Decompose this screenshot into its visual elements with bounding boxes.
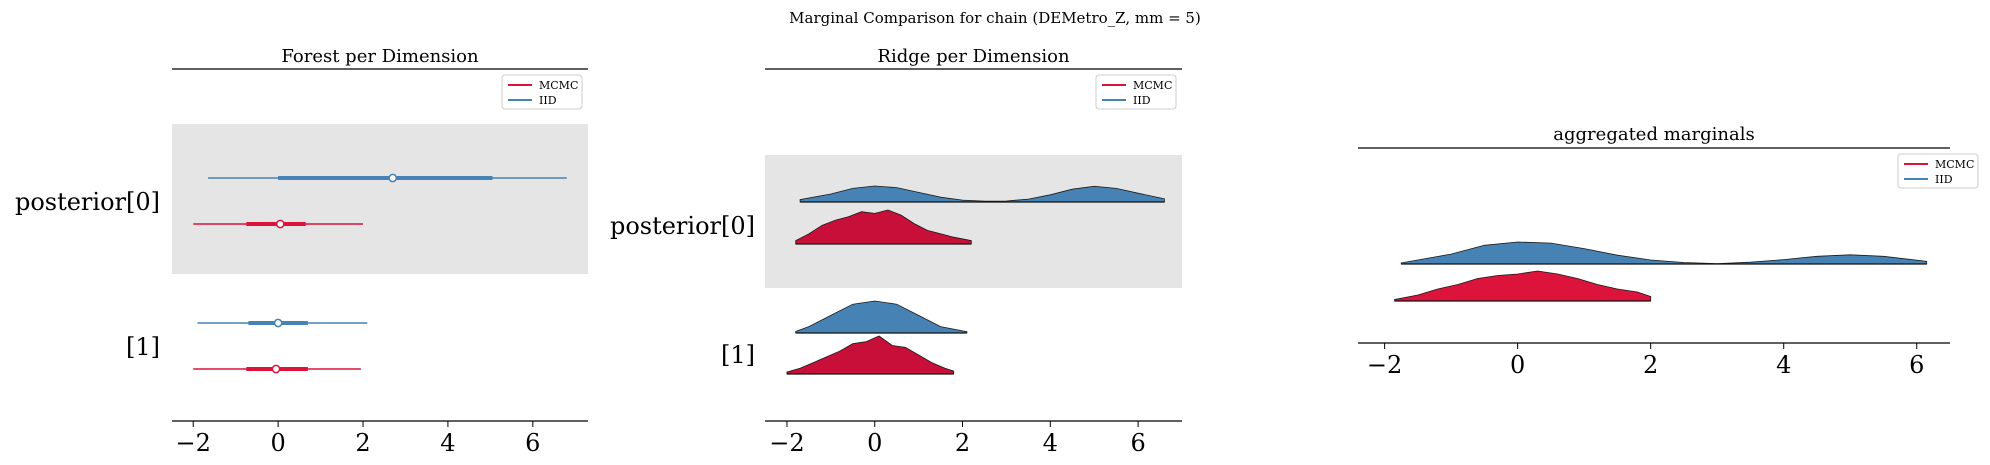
x-tick-label: 2 [955,429,970,457]
x-tick-label: −2 [1367,351,1402,379]
row-band [765,155,1182,288]
legend-label-mcmc: MCMC [1935,158,1974,171]
x-tick-label: −2 [769,429,804,457]
legend-label-iid: IID [1133,94,1151,107]
x-tick-label: 2 [1643,351,1658,379]
x-tick-label: 2 [355,429,370,457]
aggregated-mcmc [1394,270,1652,302]
ridge-panel: Ridge per Dimension −2 0 2 4 6 posterior[0] [1]… [610,46,1182,457]
row-label: posterior[0] [610,212,755,240]
x-tick-label: 0 [1510,351,1525,379]
legend-label-iid: IID [539,94,557,107]
x-tick-label: 0 [270,429,285,457]
figure-suptitle: Marginal Comparison for chain (DEMetro_Z… [789,9,1201,27]
center-point [388,173,398,183]
ridge-iid-row1 [795,300,968,334]
center-point [273,318,283,328]
row-label: posterior[0] [15,188,160,216]
row-band [172,124,588,274]
row-label: [1] [721,341,755,369]
aggregated-iid [1400,241,1928,265]
aggregated-panel: aggregated marginals −2 0 2 4 6 MCMC IID [1358,124,1979,379]
x-tick-label: 4 [1776,351,1791,379]
panel-title: Forest per Dimension [281,46,479,67]
ridge-mcmc-row1 [786,335,955,375]
x-tick-label: 4 [1043,429,1058,457]
x-tick-label: 4 [440,429,455,457]
center-point [275,219,285,229]
center-point [271,364,281,374]
panel-title: aggregated marginals [1553,124,1754,145]
forest-panel: Forest per Dimension −2 0 2 4 6 posterior[0] [1… [15,46,588,457]
x-tick-label: 0 [867,429,882,457]
x-tick-label: 6 [1130,429,1145,457]
legend-label-iid: IID [1935,173,1953,186]
ridge-mcmc-row0 [795,209,972,245]
ridge-iid-row0 [799,185,1165,203]
x-tick-label: −2 [176,429,211,457]
x-tick-label: 6 [1909,351,1924,379]
row-label: [1] [126,333,160,361]
panel-title: Ridge per Dimension [877,46,1070,67]
legend-label-mcmc: MCMC [539,79,578,92]
legend-label-mcmc: MCMC [1133,79,1172,92]
x-tick-label: 6 [525,429,540,457]
